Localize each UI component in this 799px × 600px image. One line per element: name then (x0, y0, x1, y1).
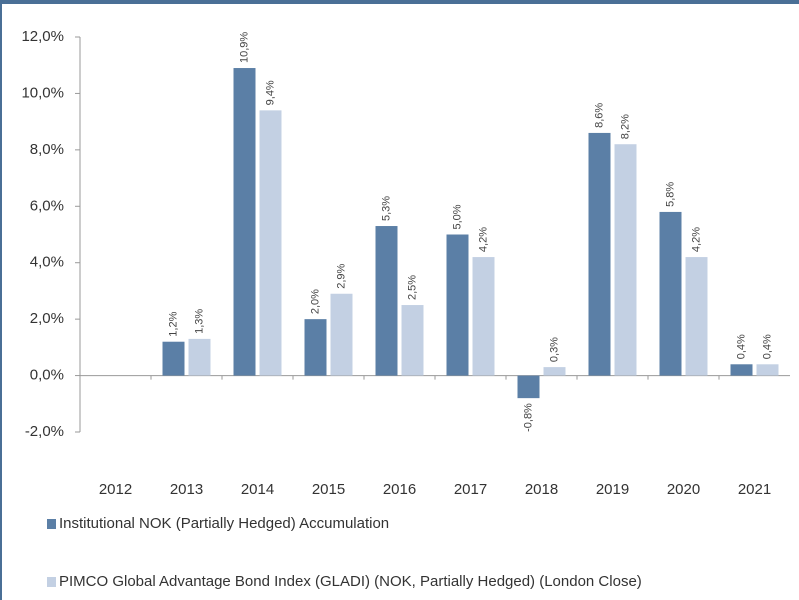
bar (588, 132, 611, 376)
bar (259, 110, 282, 376)
value-label: 4,2% (690, 227, 702, 252)
x-tick-label: 2016 (383, 481, 416, 498)
x-tick-label: 2017 (454, 481, 487, 498)
bar (446, 234, 469, 376)
bar (543, 367, 566, 376)
value-label: 1,2% (167, 311, 179, 336)
frame-top (0, 0, 799, 4)
x-tick-label: 2019 (596, 481, 629, 498)
bar (304, 319, 327, 376)
value-label: 2,9% (335, 263, 347, 288)
x-tick-label: 2013 (170, 481, 203, 498)
value-label: 5,8% (664, 182, 676, 207)
y-tick-label: 8,0% (30, 141, 64, 158)
value-label: 5,3% (380, 196, 392, 221)
bar (756, 364, 779, 376)
legend-label: PIMCO Global Advantage Bond Index (GLADI… (59, 573, 642, 590)
bar (685, 257, 708, 376)
value-label: 8,6% (593, 103, 605, 128)
x-tick-label: 2012 (99, 481, 132, 498)
bar (730, 364, 753, 376)
bar (188, 338, 211, 376)
value-label: 2,0% (309, 289, 321, 314)
value-label: 0,3% (548, 337, 560, 362)
x-tick-label: 2021 (738, 481, 771, 498)
x-tick-label: 2014 (241, 481, 274, 498)
bar (614, 144, 637, 376)
legend-label: Institutional NOK (Partially Hedged) Acc… (59, 515, 389, 532)
bar (401, 305, 424, 376)
bar (233, 68, 256, 376)
bar (472, 257, 495, 376)
value-label: 5,0% (451, 204, 463, 229)
y-tick-label: 6,0% (30, 197, 64, 214)
bar (659, 211, 682, 376)
legend-swatch (47, 519, 56, 529)
value-label: 8,2% (619, 114, 631, 139)
bar (375, 226, 398, 376)
value-label: 4,2% (477, 227, 489, 252)
legend-swatch (47, 577, 56, 587)
x-tick-label: 2020 (667, 481, 700, 498)
x-tick-label: 2018 (525, 481, 558, 498)
bar (162, 341, 185, 376)
value-label: 10,9% (238, 32, 250, 63)
y-tick-label: 12,0% (21, 28, 64, 45)
bar (330, 293, 353, 376)
y-tick-label: 2,0% (30, 310, 64, 327)
y-tick-label: 4,0% (30, 254, 64, 271)
x-tick-label: 2015 (312, 481, 345, 498)
value-label: 1,3% (193, 309, 205, 334)
value-label: 2,5% (406, 275, 418, 300)
y-tick-label: 10,0% (21, 84, 64, 101)
y-tick-label: -2,0% (25, 423, 64, 440)
value-label: 0,4% (761, 334, 773, 359)
frame-left (0, 0, 2, 600)
value-label: 0,4% (735, 334, 747, 359)
value-label: 9,4% (264, 80, 276, 105)
bar (517, 375, 540, 399)
y-tick-label: 0,0% (30, 367, 64, 384)
value-label: -0,8% (522, 403, 534, 432)
